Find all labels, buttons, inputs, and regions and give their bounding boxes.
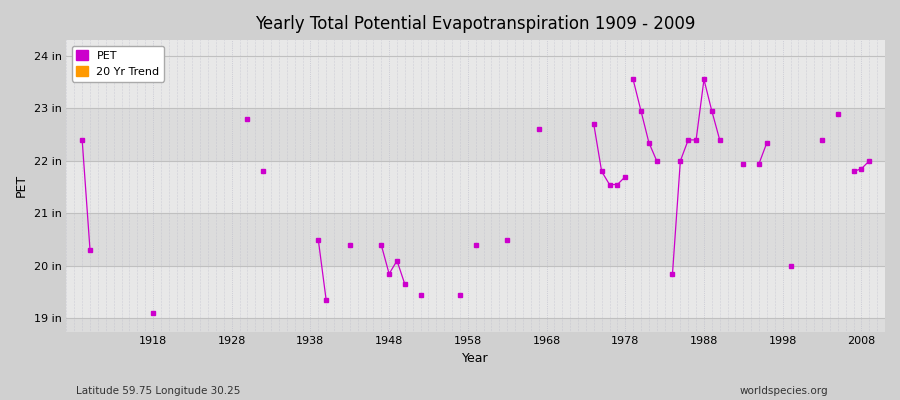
Bar — [67, 40, 885, 56]
Bar — [67, 108, 885, 161]
Text: Latitude 59.75 Longitude 30.25: Latitude 59.75 Longitude 30.25 — [76, 386, 241, 396]
Legend: PET, 20 Yr Trend: PET, 20 Yr Trend — [72, 46, 164, 82]
Bar — [67, 161, 885, 214]
Bar — [67, 266, 885, 318]
Bar — [67, 214, 885, 266]
Y-axis label: PET: PET — [15, 174, 28, 198]
Text: worldspecies.org: worldspecies.org — [740, 386, 828, 396]
Bar — [67, 318, 885, 332]
Bar — [67, 56, 885, 108]
Title: Yearly Total Potential Evapotranspiration 1909 - 2009: Yearly Total Potential Evapotranspiratio… — [256, 15, 696, 33]
X-axis label: Year: Year — [463, 352, 489, 365]
